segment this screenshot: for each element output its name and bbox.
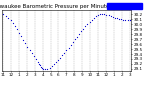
Point [40, 66, 42, 68]
Point [76, 36, 78, 37]
Point [52, 64, 55, 65]
Point [7, 17, 10, 19]
Point [20, 35, 22, 37]
Point [88, 21, 91, 23]
Point [97, 14, 99, 16]
Point [65, 49, 68, 51]
Point [109, 16, 112, 17]
Point [13, 25, 16, 26]
Point [105, 14, 108, 16]
Point [84, 26, 87, 27]
Point [72, 41, 74, 43]
Point [101, 13, 104, 15]
Point [61, 55, 64, 56]
Title: Milwaukee Barometric Pressure per Minute (24 Hours): Milwaukee Barometric Pressure per Minute… [0, 4, 140, 9]
Point [82, 28, 84, 29]
Point [92, 17, 95, 19]
Point [69, 44, 72, 45]
Point [50, 66, 53, 67]
Point [4, 15, 7, 17]
Point [44, 69, 47, 70]
Point [41, 67, 44, 69]
Point [95, 16, 97, 17]
Point [80, 31, 82, 32]
Point [116, 18, 118, 19]
Point [9, 20, 12, 21]
Point [59, 57, 61, 59]
Point [42, 68, 44, 70]
Point [48, 67, 51, 69]
Point [32, 55, 35, 57]
Point [126, 20, 129, 21]
Point [38, 63, 40, 65]
Point [99, 14, 101, 15]
Point [11, 22, 14, 23]
Point [24, 42, 27, 44]
Point [2, 14, 4, 15]
Point [118, 18, 120, 20]
Point [120, 19, 122, 20]
Point [57, 60, 59, 61]
Point [39, 65, 41, 66]
Point [22, 39, 24, 40]
Point [46, 68, 49, 70]
Point [90, 19, 93, 21]
Point [26, 46, 29, 47]
Point [63, 52, 66, 54]
Point [103, 14, 106, 15]
Point [128, 20, 131, 21]
Point [16, 29, 18, 30]
Point [74, 38, 76, 40]
Point [78, 33, 80, 34]
Point [86, 23, 89, 25]
Point [28, 49, 31, 51]
Point [114, 17, 116, 19]
Point [30, 52, 33, 54]
Point [37, 61, 39, 63]
Point [67, 47, 70, 48]
Point [112, 16, 114, 18]
Point [18, 32, 20, 33]
Point [107, 15, 110, 16]
Point [122, 19, 125, 21]
Point [55, 62, 57, 63]
Point [124, 19, 127, 21]
Point [35, 58, 37, 60]
